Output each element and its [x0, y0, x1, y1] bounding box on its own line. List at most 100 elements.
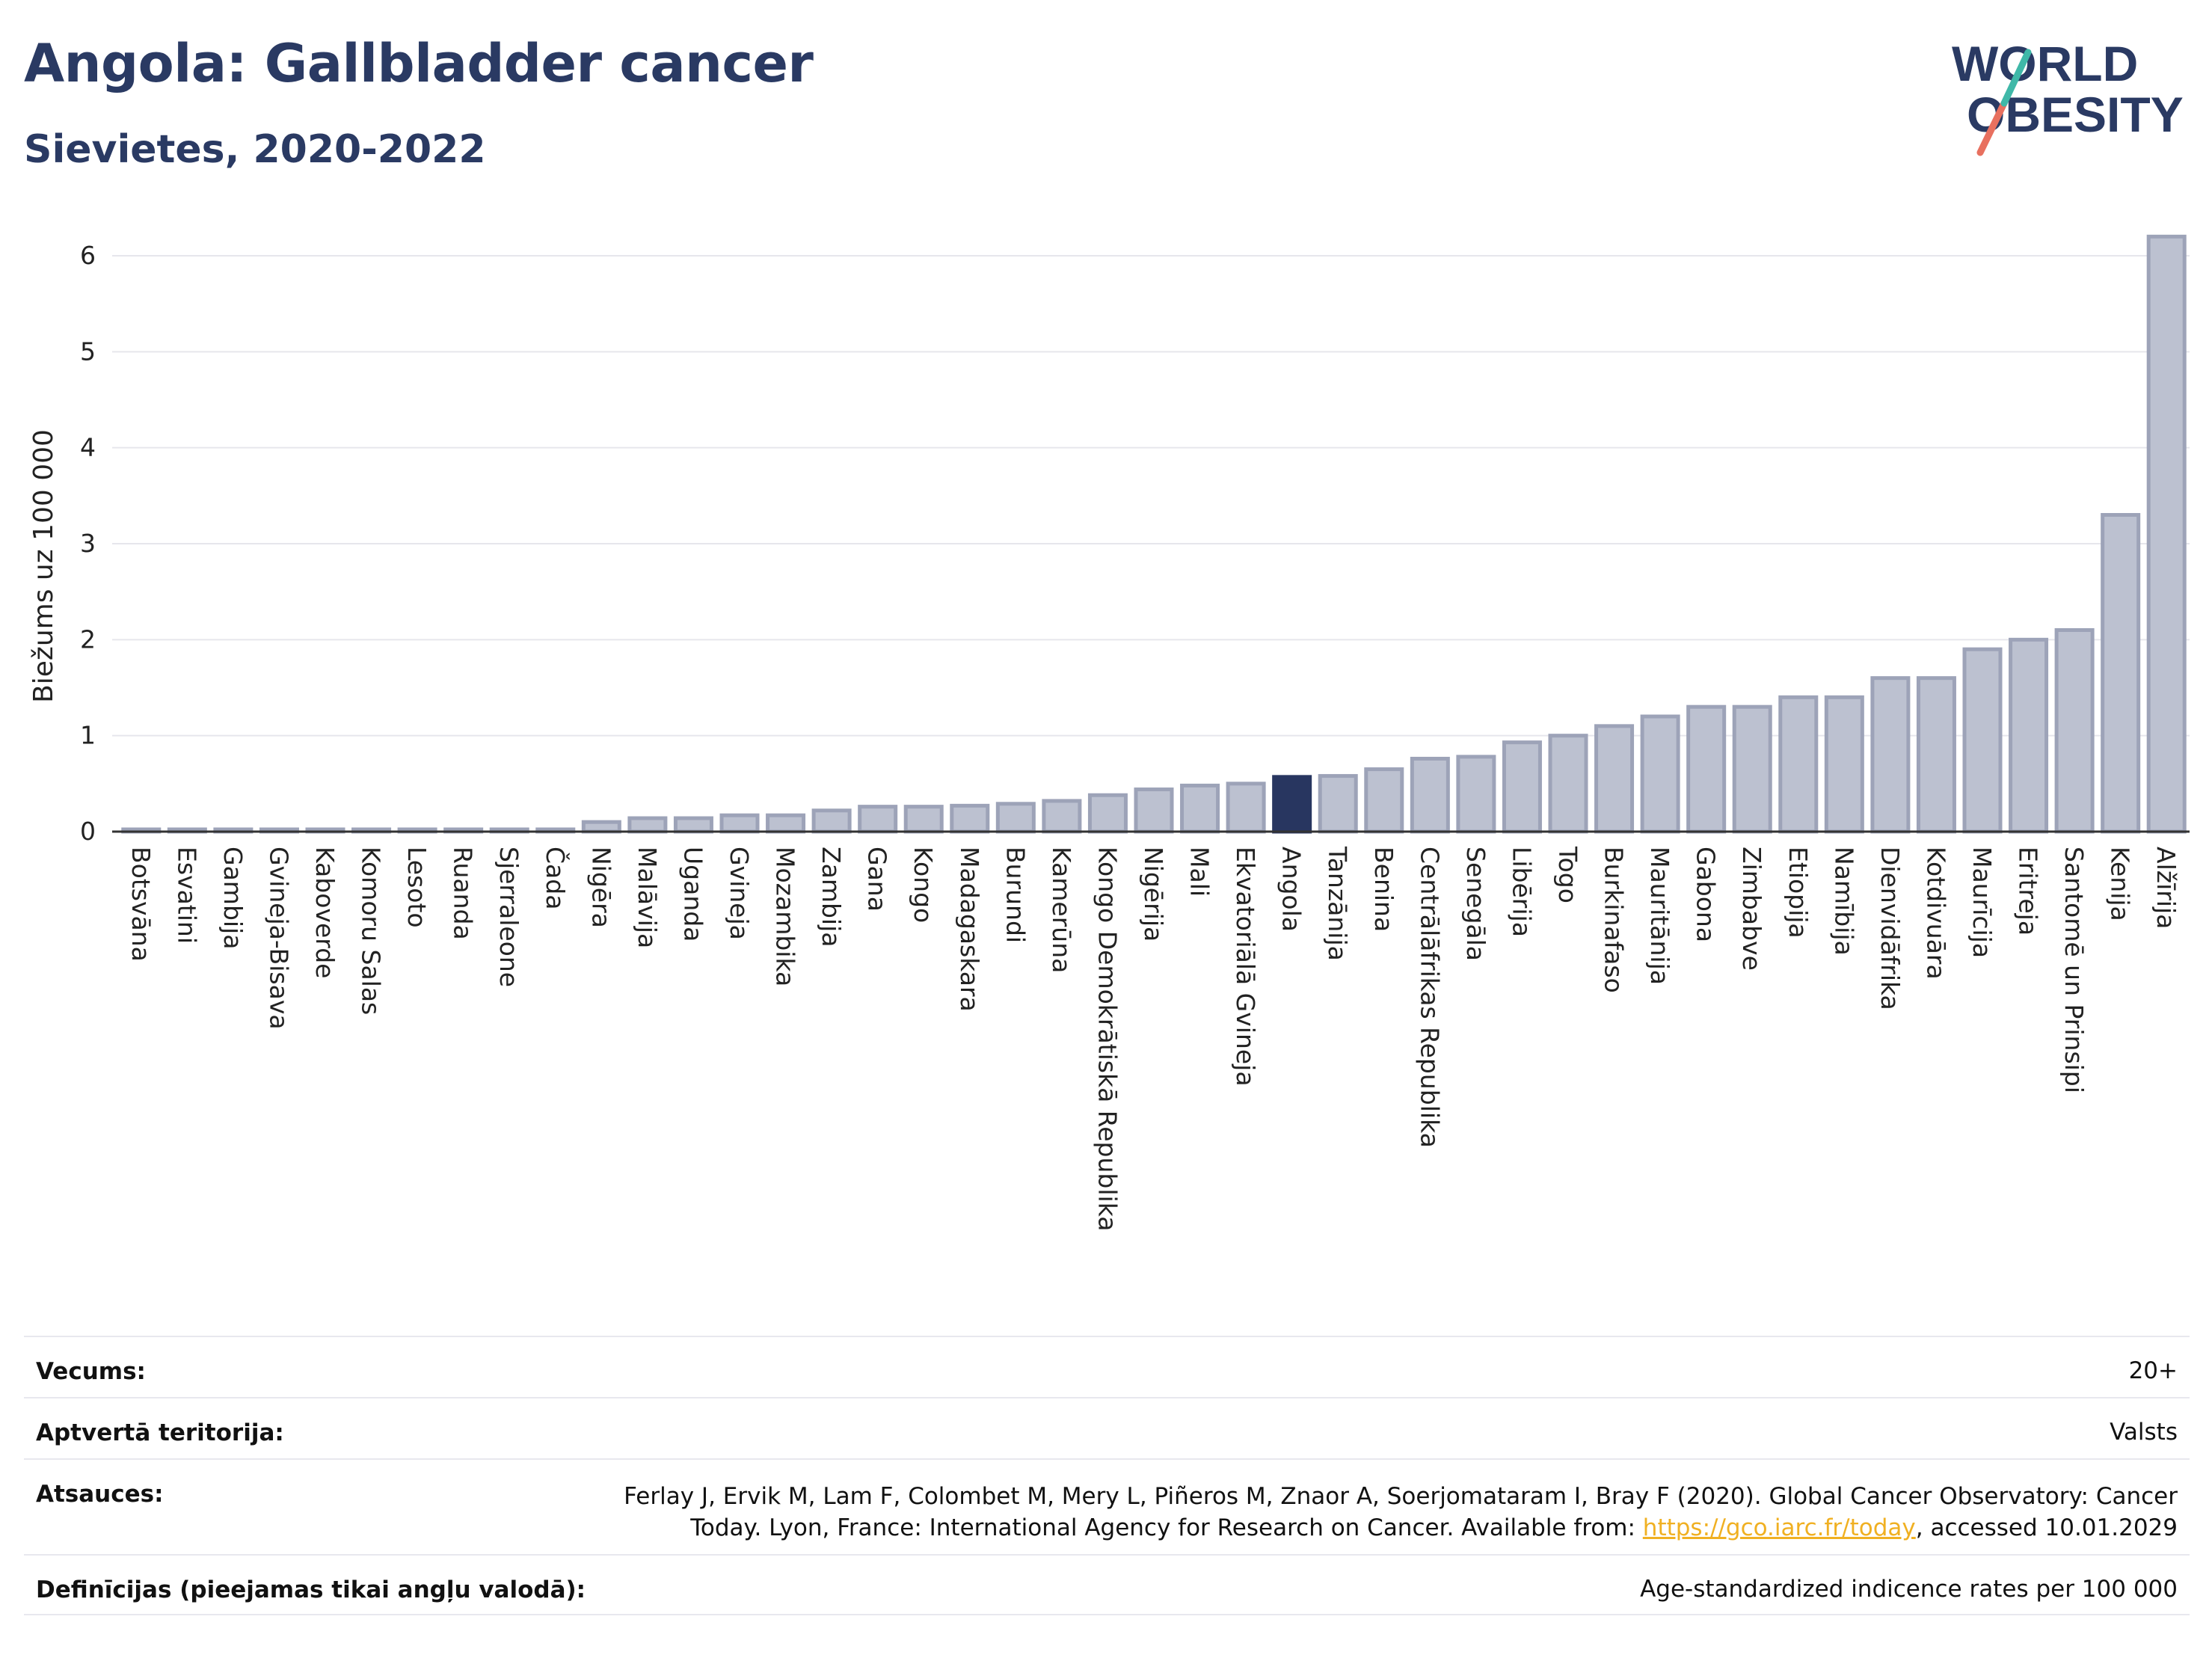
x-tick-label: Nigēra: [586, 847, 615, 928]
x-tick-label: Togo: [1553, 846, 1582, 903]
territory-label: Aptvertā teritorija:: [36, 1419, 284, 1446]
source-link[interactable]: https://gco.iarc.fr/today: [1642, 1514, 1916, 1541]
bar-18: [950, 803, 990, 834]
bar-17: [903, 805, 944, 834]
bar-42: [2054, 628, 2095, 834]
x-tick-label: Kongo Demokrātiskā Republika: [1093, 847, 1122, 1231]
definitions-value: Age-standardized indicence rates per 100…: [1640, 1576, 2178, 1603]
x-tick-label: Uganda: [678, 847, 707, 942]
x-tick-label: Kaboverde: [310, 847, 340, 979]
bar-44: [2146, 234, 2187, 834]
x-tick-label: Čada: [541, 847, 571, 909]
x-tick-label: Benina: [1369, 847, 1398, 932]
x-tick-label: Maurīcija: [1967, 847, 1997, 958]
x-tick-label: Esvatini: [172, 847, 201, 944]
x-tick-label: Gabona: [1692, 847, 1721, 942]
x-tick-label: Komoru Salas: [357, 847, 386, 1015]
x-tick-label: Burkinafaso: [1600, 847, 1629, 993]
x-tick-label: Ruanda: [449, 847, 478, 940]
x-tick-label: Gvineja-Bisava: [264, 847, 293, 1030]
bar-40: [1962, 647, 2003, 834]
x-tick-label: Senegāla: [1461, 847, 1490, 961]
y-tick-label: 0: [80, 817, 96, 846]
x-tick-label: Etiopija: [1784, 847, 1813, 939]
bar-21: [1087, 793, 1128, 834]
x-tick-label: Angola: [1277, 847, 1306, 932]
y-tick-label: 3: [80, 529, 96, 558]
bar-37: [1824, 695, 1864, 834]
bar-22: [1134, 787, 1174, 834]
bar-20: [1042, 799, 1082, 834]
x-tick-label: Kenija: [2106, 847, 2135, 921]
bar-16: [858, 805, 898, 834]
world-obesity-logo: WORLD OBESITY: [1952, 36, 2184, 156]
bar-31: [1548, 734, 1588, 834]
y-tick-label: 4: [80, 433, 96, 462]
bar-34: [1686, 704, 1727, 834]
x-tick-label: Mozambika: [771, 847, 800, 986]
age-value: 20+: [2128, 1357, 2178, 1384]
bar-14: [766, 813, 806, 834]
y-axis-label: Biežums uz 100 000: [28, 429, 59, 703]
page-subtitle: Sievietes, 2020-2022: [24, 127, 486, 172]
y-tick-label: 2: [80, 624, 96, 654]
x-tick-label: Kamerūna: [1047, 847, 1076, 973]
bar-11: [627, 816, 668, 834]
bar-13: [719, 813, 760, 834]
x-tick-label: Burundi: [1001, 847, 1030, 943]
footer-row-territory: Aptvertā teritorija: Valsts: [24, 1397, 2190, 1458]
bar-33: [1640, 714, 1680, 834]
x-tick-label: Gambija: [218, 847, 248, 949]
references-label: Atsauces:: [36, 1481, 164, 1508]
x-tick-label: Kotdivuāra: [1921, 847, 1950, 980]
y-tick-label: 6: [80, 241, 96, 270]
x-tick-label: Dienvidāfrika: [1875, 847, 1905, 1010]
x-tick-label: Madagaskara: [955, 847, 984, 1012]
age-label: Vecums:: [36, 1358, 146, 1385]
svg-text:OBESITY: OBESITY: [1967, 87, 2184, 142]
bar-19: [995, 802, 1036, 834]
x-tick-label: Kongo: [909, 847, 938, 923]
bar-41: [2009, 637, 2049, 834]
bar-12: [673, 816, 713, 834]
bar-35: [1732, 704, 1772, 834]
x-tick-label: Zambija: [817, 847, 846, 947]
references-value: Ferlay J, Ervik M, Lam F, Colombet M, Me…: [607, 1481, 2178, 1544]
x-tick-label: Gana: [863, 847, 892, 912]
x-tick-label: Tanzānija: [1323, 846, 1352, 961]
x-tick-label: Santomē un Prinsipi: [2059, 847, 2089, 1093]
bar-30: [1502, 740, 1542, 834]
bar-25: [1272, 775, 1312, 834]
bar-23: [1180, 783, 1220, 834]
references-accessed: , accessed 10.01.2029: [1915, 1514, 2178, 1541]
bar-39: [1916, 676, 1956, 834]
territory-value: Valsts: [2110, 1419, 2178, 1446]
x-tick-label: Nigērija: [1139, 847, 1168, 942]
bar-15: [811, 808, 852, 834]
bar-chart: 0 1 2 3 4 5 6 Biežums uz 100 000 Botsvāna Esvatin…: [28, 234, 2190, 1231]
x-tick-label: Ekvatoriālā Gvineja: [1231, 847, 1260, 1087]
x-tick-label: Mauritānija: [1645, 847, 1674, 985]
y-tick-label: 1: [80, 721, 96, 750]
y-tick-label: 5: [80, 337, 96, 366]
bar-24: [1226, 782, 1266, 834]
x-tick-label: Centrālāfrikas Republika: [1415, 847, 1444, 1148]
bar-29: [1456, 755, 1496, 834]
x-tick-label: Alžīrija: [2151, 847, 2181, 929]
x-tick-label: Libērija: [1507, 847, 1536, 937]
x-tick-label: Mali: [1185, 847, 1214, 897]
x-tick-label: Sjerraleone: [494, 847, 523, 987]
bar-28: [1410, 756, 1450, 834]
definitions-label: Definīcijas (pieejamas tikai angļu valod…: [36, 1576, 586, 1603]
references-text: Ferlay J, Ervik M, Lam F, Colombet M, Me…: [624, 1483, 2178, 1541]
x-tick-label: Gvineja: [725, 847, 754, 940]
bar-36: [1778, 695, 1819, 834]
footer-row-references: Atsauces: Ferlay J, Ervik M, Lam F, Colo…: [24, 1458, 2190, 1554]
footer-row-definitions: Definīcijas (pieejamas tikai angļu valod…: [24, 1554, 2190, 1615]
svg-text:WORLD: WORLD: [1952, 36, 2138, 91]
info-table: Vecums: 20+ Aptvertā teritorija: Valsts …: [24, 1336, 2190, 1615]
footer-row-age: Vecums: 20+: [24, 1336, 2190, 1397]
x-tick-label: Namībija: [1829, 847, 1858, 956]
x-tick-label: Eritreja: [2014, 847, 2043, 936]
bar-32: [1594, 724, 1635, 834]
